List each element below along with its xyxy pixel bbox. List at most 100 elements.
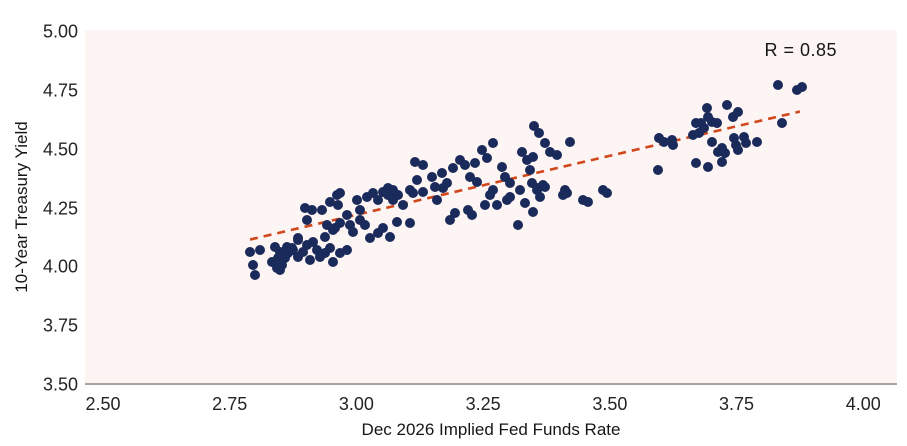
scatter-point: [482, 152, 493, 163]
scatter-point: [703, 162, 714, 173]
x-tick-label: 4.00: [845, 394, 881, 414]
scatter-point: [387, 184, 398, 195]
scatter-point: [528, 207, 539, 218]
scatter-point: [752, 136, 763, 147]
scatter-point: [727, 111, 738, 122]
scatter-point: [305, 255, 316, 266]
scatter-point: [248, 259, 259, 270]
scatter-point: [383, 183, 394, 194]
scatter-point: [360, 219, 371, 230]
scatter-point: [565, 136, 576, 147]
scatter-point: [492, 199, 503, 210]
scatter-point: [522, 155, 533, 166]
scatter-point: [345, 219, 356, 230]
scatter-point: [383, 190, 394, 201]
scatter-point: [668, 139, 679, 150]
scatter-point: [333, 199, 344, 210]
scatter-point: [693, 127, 704, 138]
scatter-point: [740, 138, 751, 149]
scatter-point: [462, 204, 473, 215]
scatter-point: [464, 171, 475, 182]
x-tick-label: 3.50: [592, 394, 628, 414]
scatter-point: [525, 164, 536, 175]
scatter-point: [438, 183, 449, 194]
scatter-point: [302, 215, 313, 226]
scatter-point: [558, 190, 569, 201]
scatter-point: [302, 239, 313, 250]
scatter-point: [460, 159, 471, 170]
scatter-point: [466, 210, 477, 221]
scatter-point: [293, 235, 304, 246]
scatter-point: [477, 144, 488, 155]
scatter-point: [480, 199, 491, 210]
scatter-point: [488, 138, 499, 149]
scatter-point: [535, 191, 546, 202]
trendline-svg: [249, 110, 801, 241]
scatter-point: [316, 204, 327, 215]
trendline: [249, 110, 801, 241]
x-tick-label: 3.25: [465, 394, 501, 414]
scatter-point: [384, 231, 395, 242]
scatter-point: [418, 159, 429, 170]
scatter-point: [713, 147, 724, 158]
scatter-point: [270, 242, 281, 253]
scatter-point: [792, 84, 803, 95]
y-tick-label: 3.50: [42, 374, 78, 395]
scatter-point: [728, 132, 739, 143]
scatter-point: [583, 196, 594, 207]
scatter-point: [373, 195, 384, 206]
scatter-point: [342, 210, 353, 221]
scatter-point: [690, 118, 701, 129]
scatter-point: [513, 219, 524, 230]
scatter-point: [432, 195, 443, 206]
scatter-point: [529, 120, 540, 131]
scatter-point: [515, 184, 526, 195]
scatter-point: [347, 227, 358, 238]
scatter-point: [274, 247, 285, 258]
scatter-point: [602, 187, 613, 198]
scatter-point: [410, 157, 421, 168]
scatter-point: [362, 191, 373, 202]
scatter-point: [373, 227, 384, 238]
scatter-point: [429, 182, 440, 193]
scatter-point: [378, 223, 389, 234]
y-tick-label: 4.75: [42, 80, 78, 101]
scatter-point: [287, 243, 298, 254]
scatter-point: [322, 219, 333, 230]
scatter-point: [300, 203, 311, 214]
x-tick-label: 2.50: [85, 394, 121, 414]
scatter-point: [332, 190, 343, 201]
scatter-point: [702, 103, 713, 113]
scatter-point: [314, 251, 325, 262]
scatter-point: [279, 252, 290, 263]
scatter-point: [470, 158, 481, 169]
scatter-point: [720, 147, 731, 158]
scatter-point: [281, 242, 292, 253]
scatter-point: [707, 116, 718, 127]
scatter-point: [517, 147, 528, 158]
scatter-point: [293, 251, 304, 262]
scatter-point: [738, 131, 749, 142]
correlation-annotation: R = 0.85: [764, 40, 837, 60]
scatter-point: [437, 167, 448, 178]
scatter-point: [722, 99, 733, 110]
scatter-point: [472, 176, 483, 187]
scatter-point: [335, 247, 346, 258]
scatter-point: [539, 138, 550, 149]
scatter-point: [445, 215, 456, 226]
scatter-point: [320, 231, 330, 242]
scatter-point: [308, 236, 319, 247]
scatter-point: [274, 264, 285, 275]
scatter-point: [418, 187, 429, 198]
scatter-point: [283, 247, 293, 258]
scatter-point: [539, 182, 550, 193]
scatter-point: [505, 178, 515, 189]
scatter-point: [408, 187, 419, 198]
scatter-point: [335, 218, 346, 229]
scatter-point: [368, 187, 379, 198]
scatter-point: [328, 256, 339, 267]
scatter-point: [378, 187, 389, 198]
scatter-point: [528, 151, 539, 162]
scatter-point: [244, 247, 255, 258]
